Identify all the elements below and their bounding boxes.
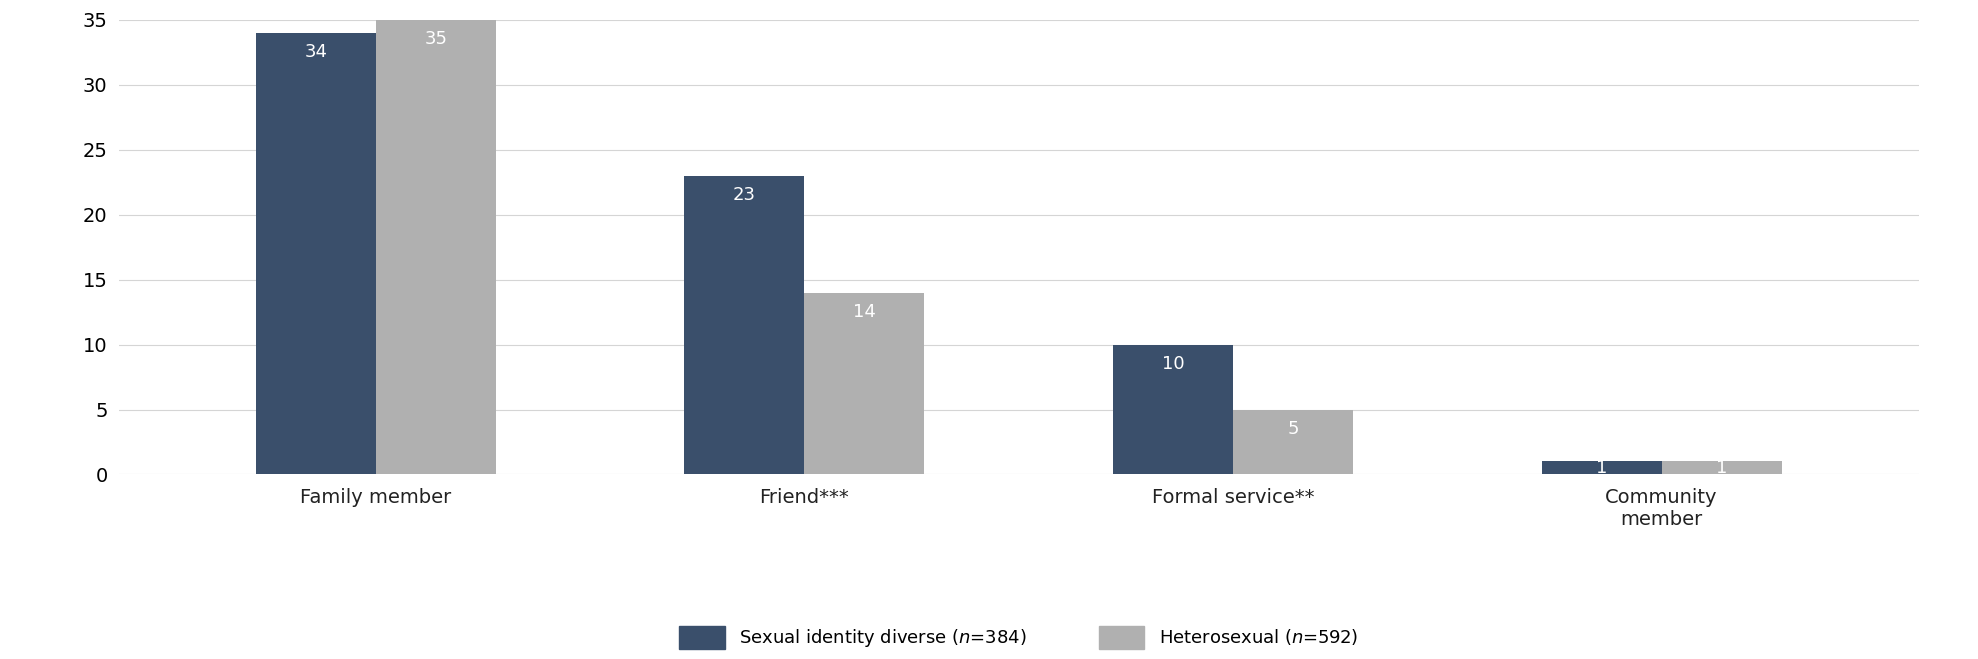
Bar: [805, 293, 924, 474]
Bar: [1232, 409, 1353, 474]
Bar: [255, 33, 376, 474]
Text: 1: 1: [1596, 459, 1608, 477]
Bar: [1662, 461, 1782, 474]
Text: 5: 5: [1288, 420, 1300, 438]
Bar: [684, 176, 805, 474]
Text: 35: 35: [425, 30, 447, 48]
Bar: [1114, 345, 1232, 474]
Text: 23: 23: [734, 186, 756, 204]
Text: 1: 1: [1715, 459, 1727, 477]
Bar: [376, 20, 496, 474]
Bar: [1541, 461, 1662, 474]
Legend: Sexual identity diverse ($\it{n}$=384), Heterosexual ($\it{n}$=592): Sexual identity diverse ($\it{n}$=384), …: [673, 619, 1365, 656]
Text: 10: 10: [1161, 355, 1185, 373]
Text: 14: 14: [853, 303, 876, 321]
Text: 34: 34: [305, 43, 326, 61]
